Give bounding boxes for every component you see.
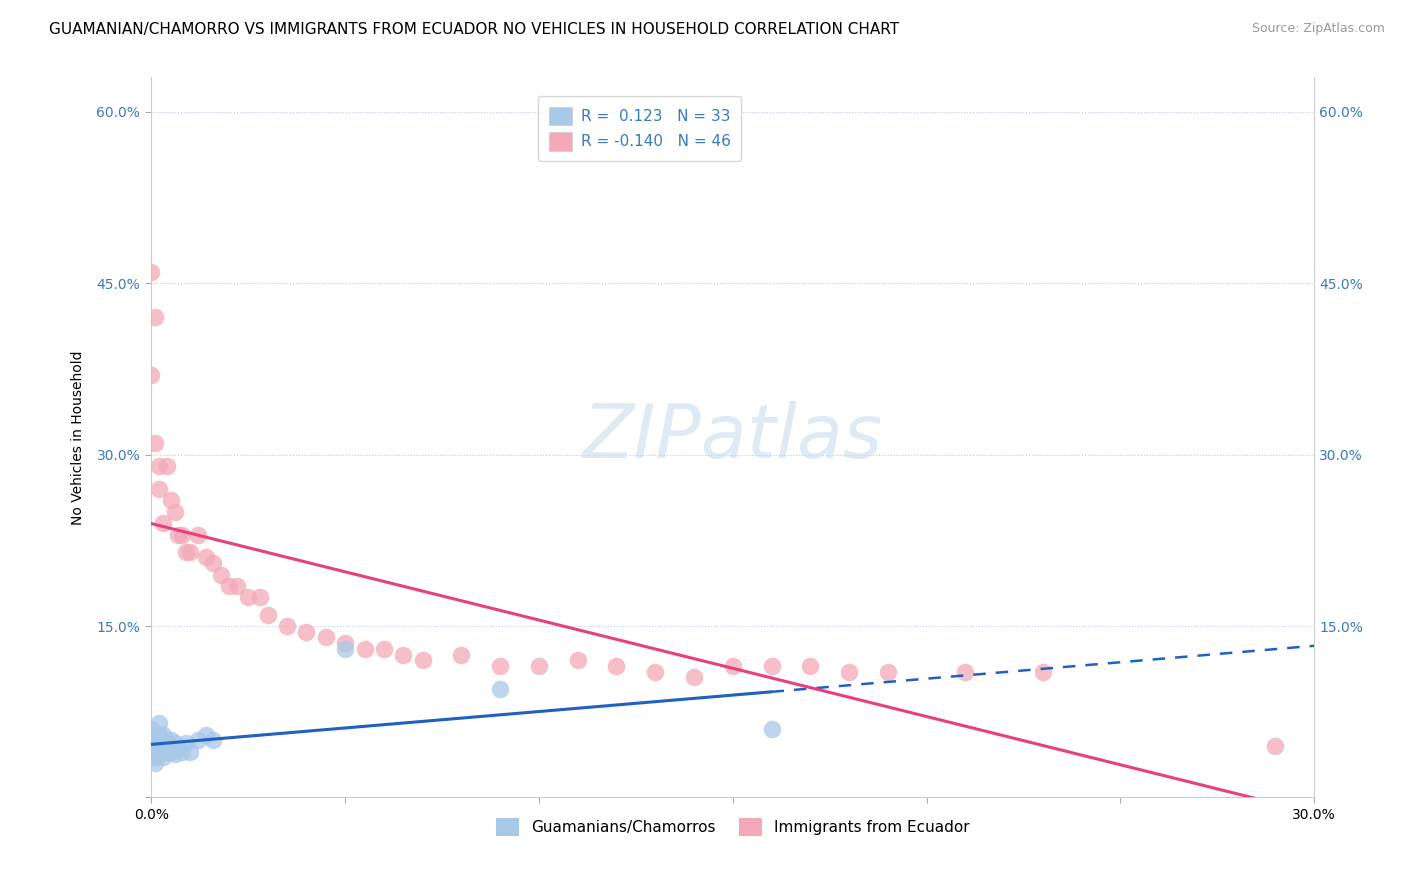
Point (148, 728, 170, 742)
Point (799, 659, 821, 673)
Point (761, 659, 783, 673)
Point (143, 756, 166, 771)
Point (174, 545, 197, 559)
Point (143, 742, 166, 756)
Point (333, 641, 356, 656)
Point (152, 728, 174, 742)
Point (194, 728, 217, 742)
Point (187, 527, 209, 541)
Point (159, 733, 181, 747)
Point (194, 550, 217, 565)
Point (333, 636, 356, 650)
Point (167, 742, 190, 756)
Point (249, 591, 271, 605)
Point (148, 482, 170, 496)
Point (172, 745, 194, 759)
Point (141, 368, 163, 382)
Point (156, 735, 179, 749)
Legend: Guamanians/Chamorros, Immigrants from Ecuador: Guamanians/Chamorros, Immigrants from Ec… (488, 810, 977, 844)
Point (143, 310, 166, 325)
Point (567, 653, 589, 667)
Point (163, 747, 186, 761)
Point (172, 527, 194, 541)
Point (412, 653, 434, 667)
Point (202, 733, 225, 747)
Point (148, 458, 170, 473)
Point (450, 648, 472, 662)
Point (163, 505, 186, 519)
Point (373, 641, 395, 656)
Point (148, 735, 170, 749)
Point (163, 735, 186, 749)
Point (353, 641, 375, 656)
Point (141, 265, 163, 279)
Point (152, 750, 174, 764)
Point (838, 665, 860, 679)
Point (152, 739, 174, 753)
Point (159, 745, 181, 759)
Point (315, 631, 337, 645)
Point (256, 607, 278, 622)
Y-axis label: No Vehicles in Household: No Vehicles in Household (72, 351, 86, 524)
Point (209, 567, 232, 582)
Point (761, 722, 783, 736)
Point (187, 733, 209, 747)
Point (143, 747, 166, 761)
Point (238, 591, 260, 605)
Point (141, 739, 163, 753)
Point (141, 728, 163, 742)
Point (876, 665, 898, 679)
Point (644, 665, 666, 679)
Point (489, 659, 512, 673)
Text: Source: ZipAtlas.com: Source: ZipAtlas.com (1251, 22, 1385, 36)
Point (527, 659, 550, 673)
Point (141, 733, 163, 747)
Point (159, 493, 181, 508)
Point (174, 735, 197, 749)
Point (148, 747, 170, 761)
Point (489, 681, 512, 696)
Point (141, 722, 163, 736)
Text: GUAMANIAN/CHAMORRO VS IMMIGRANTS FROM ECUADOR NO VEHICLES IN HOUSEHOLD CORRELATI: GUAMANIAN/CHAMORRO VS IMMIGRANTS FROM EC… (49, 22, 900, 37)
Point (179, 745, 201, 759)
Point (143, 436, 166, 450)
Point (1264, 739, 1286, 753)
Point (143, 739, 166, 753)
Point (143, 750, 166, 764)
Point (156, 745, 179, 759)
Point (683, 670, 706, 684)
Point (152, 516, 174, 530)
Point (141, 745, 163, 759)
Point (1032, 665, 1054, 679)
Point (156, 458, 179, 473)
Point (295, 624, 318, 639)
Point (179, 545, 201, 559)
Point (605, 659, 627, 673)
Point (218, 579, 240, 593)
Text: ZIPatlas: ZIPatlas (582, 401, 883, 474)
Point (721, 659, 744, 673)
Point (276, 619, 298, 633)
Point (392, 648, 415, 662)
Point (202, 556, 225, 570)
Point (225, 579, 247, 593)
Point (148, 716, 170, 731)
Point (955, 665, 977, 679)
Point (167, 527, 190, 541)
